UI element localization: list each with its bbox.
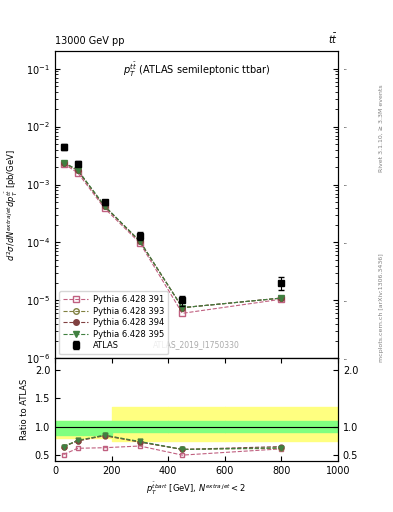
Pythia 6.428 395 bbox=[102, 203, 107, 209]
Legend: Pythia 6.428 391, Pythia 6.428 393, Pythia 6.428 394, Pythia 6.428 395, ATLAS: Pythia 6.428 391, Pythia 6.428 393, Pyth… bbox=[59, 291, 168, 354]
Pythia 6.428 394 bbox=[138, 238, 142, 244]
Text: ATLAS_2019_I1750330: ATLAS_2019_I1750330 bbox=[153, 340, 240, 349]
Text: 13000 GeV pp: 13000 GeV pp bbox=[55, 36, 125, 46]
Pythia 6.428 391 bbox=[75, 169, 80, 176]
Y-axis label: Ratio to ATLAS: Ratio to ATLAS bbox=[20, 379, 29, 440]
Pythia 6.428 395 bbox=[138, 238, 142, 244]
Pythia 6.428 394 bbox=[102, 203, 107, 209]
Line: Pythia 6.428 394: Pythia 6.428 394 bbox=[61, 160, 284, 310]
Pythia 6.428 395 bbox=[61, 159, 66, 165]
Pythia 6.428 391 bbox=[138, 240, 142, 246]
Pythia 6.428 394 bbox=[279, 295, 284, 301]
Pythia 6.428 394 bbox=[75, 167, 80, 174]
X-axis label: $p_T^{\bar{t}bar{t}}$ [GeV], $N^{extra\,jet} < 2$: $p_T^{\bar{t}bar{t}}$ [GeV], $N^{extra\,… bbox=[147, 481, 246, 497]
Text: $p_T^{t\bar{t}}$ (ATLAS semileptonic ttbar): $p_T^{t\bar{t}}$ (ATLAS semileptonic ttb… bbox=[123, 60, 270, 79]
Y-axis label: $d^2\sigma / d N^{extra\,jet} d p_T^{t\bar{t}}$ [pb/GeV]: $d^2\sigma / d N^{extra\,jet} d p_T^{t\b… bbox=[4, 149, 20, 261]
Text: Rivet 3.1.10, ≥ 3.3M events: Rivet 3.1.10, ≥ 3.3M events bbox=[379, 84, 384, 172]
Pythia 6.428 391 bbox=[102, 205, 107, 211]
Pythia 6.428 393 bbox=[279, 295, 284, 301]
Pythia 6.428 391 bbox=[180, 310, 185, 316]
Pythia 6.428 393 bbox=[180, 305, 185, 311]
Text: $t\bar{t}$: $t\bar{t}$ bbox=[328, 32, 338, 46]
Pythia 6.428 394 bbox=[180, 305, 185, 311]
Text: mcplots.cern.ch [arXiv:1306.3436]: mcplots.cern.ch [arXiv:1306.3436] bbox=[379, 253, 384, 361]
Line: Pythia 6.428 395: Pythia 6.428 395 bbox=[61, 160, 284, 310]
Line: Pythia 6.428 391: Pythia 6.428 391 bbox=[61, 161, 284, 316]
Pythia 6.428 395 bbox=[180, 305, 185, 311]
Pythia 6.428 394 bbox=[61, 159, 66, 165]
Pythia 6.428 393 bbox=[75, 167, 80, 174]
Pythia 6.428 393 bbox=[102, 203, 107, 209]
Pythia 6.428 391 bbox=[279, 296, 284, 302]
Pythia 6.428 395 bbox=[279, 295, 284, 301]
Pythia 6.428 393 bbox=[138, 238, 142, 244]
Pythia 6.428 393 bbox=[61, 159, 66, 165]
Pythia 6.428 391 bbox=[61, 161, 66, 167]
Pythia 6.428 395 bbox=[75, 167, 80, 173]
Line: Pythia 6.428 393: Pythia 6.428 393 bbox=[61, 160, 284, 310]
